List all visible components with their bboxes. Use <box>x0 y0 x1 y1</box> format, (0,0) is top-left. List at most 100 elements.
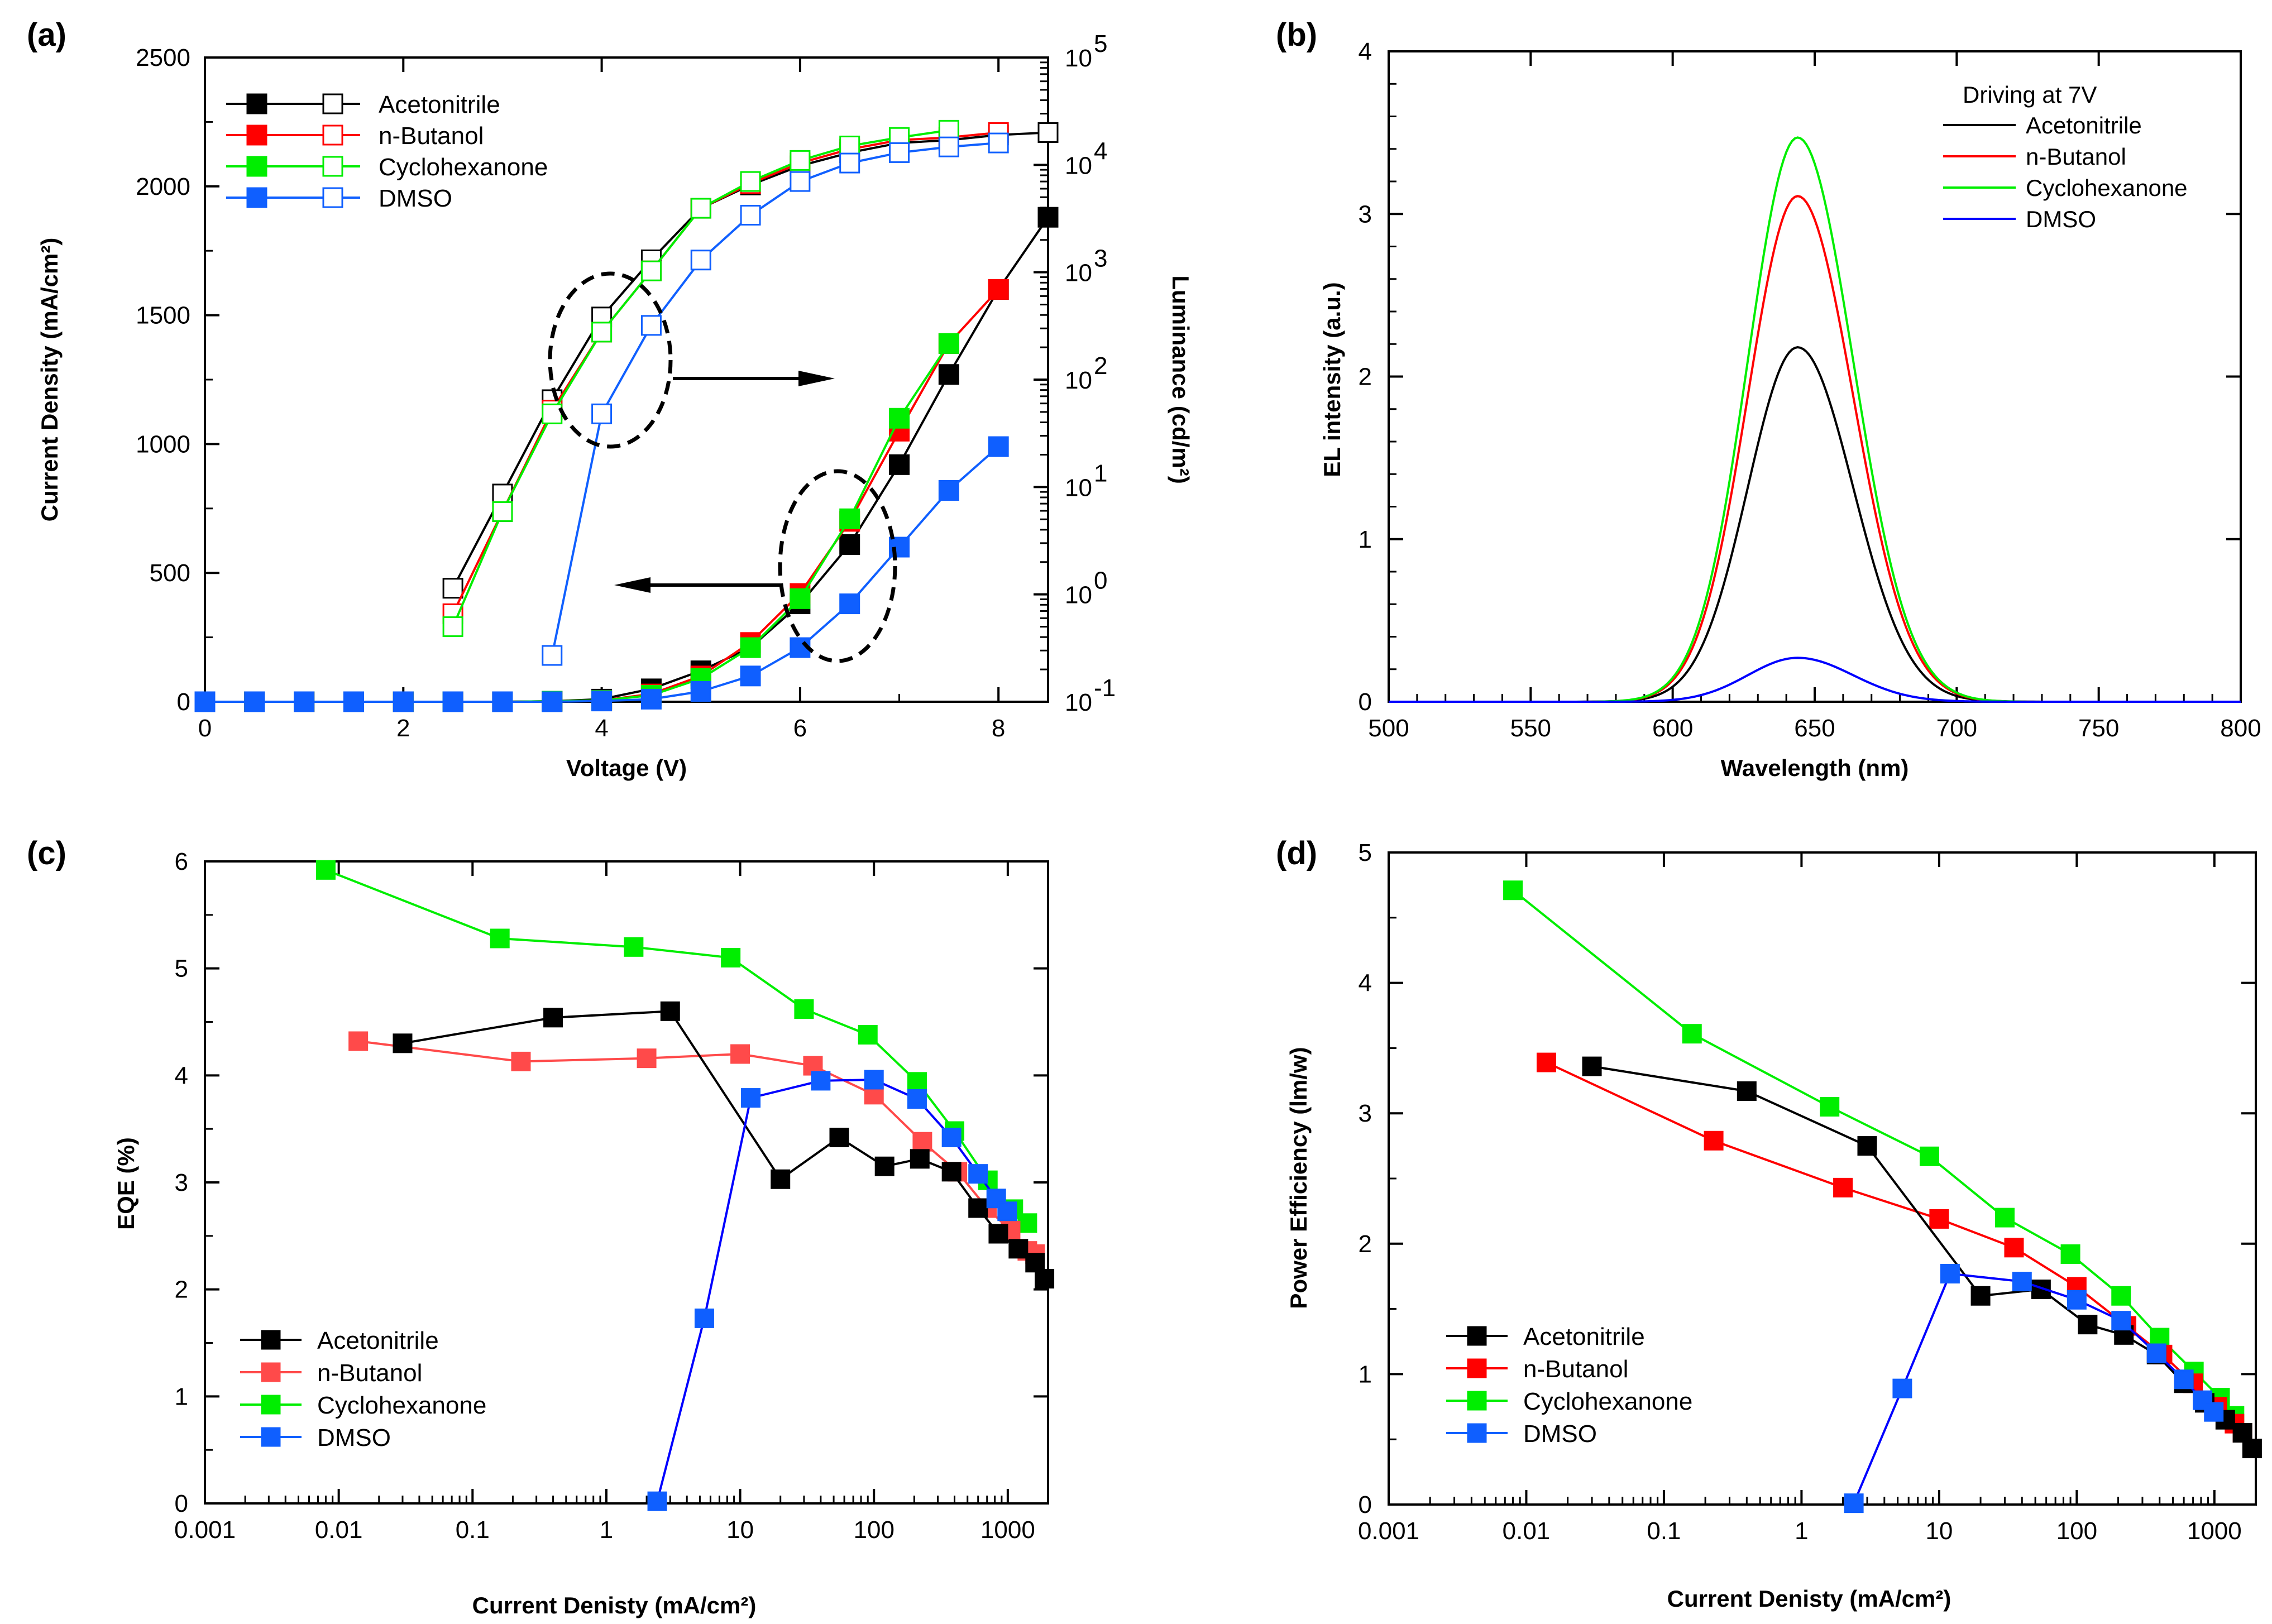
panel-a-cur-point-acetonitrile <box>1037 207 1059 228</box>
panel-c-legend-label-acetonitrile: Acetonitrile <box>317 1327 439 1354</box>
panel-a-cur-line-dmso <box>205 445 999 703</box>
panel-c-xtick-label: 0.01 <box>315 1516 363 1544</box>
panel-a-xtick-label: 8 <box>992 715 1005 742</box>
panel-b-spectrum-acetonitrile <box>1389 346 2241 703</box>
panel-c-point-cyclohexanone <box>907 1072 927 1092</box>
panel-a-cur-point-dmso <box>542 691 563 712</box>
panel-b-xtick-label: 650 <box>1794 715 1835 742</box>
panel-a-ytick-label: 1000 <box>136 430 190 458</box>
panel-a-rtick-exp: -1 <box>1094 674 1116 702</box>
panel-a-legend-open-dmso <box>322 187 343 208</box>
panel-a-lum-point-dmso <box>889 142 910 163</box>
panel-a-xtick-label: 4 <box>595 715 608 742</box>
panel-a-lum-line-n-butanol <box>452 131 999 615</box>
panel-c-xtick-label: 1 <box>600 1516 613 1544</box>
panel-c-xtick-label: 10 <box>726 1516 754 1544</box>
panel-a-legend-open-n-butanol <box>322 124 343 146</box>
panel-c-point-cyclohexanone <box>858 1025 878 1045</box>
panel-a-cur-point-dmso <box>690 681 711 702</box>
panel-a-rtick-label: 10 <box>1065 689 1092 716</box>
panel-c-point-dmso <box>694 1308 714 1328</box>
panel-c-point-dmso <box>811 1071 831 1091</box>
panel-b-spectrum-n-butanol <box>1389 195 2241 703</box>
panel-a-cur-point-acetonitrile <box>889 454 910 475</box>
panel-a-lum-point-acetonitrile <box>1037 122 1059 143</box>
panel-d-line-n-butanol <box>1546 1061 2244 1434</box>
panel-d-point-dmso <box>2174 1369 2194 1390</box>
panel-a-lum-point-dmso <box>640 315 662 336</box>
panel-d-xtick-label: 0.01 <box>1503 1517 1551 1545</box>
panel-c-ylabel: EQE (%) <box>113 1137 139 1230</box>
panel-d-xtick-label: 10 <box>1925 1517 1953 1545</box>
panel-a-lum-point-dmso <box>790 171 811 192</box>
panel-a-rtick-exp: 4 <box>1094 137 1107 165</box>
panel-b-xtick-label: 500 <box>1368 715 1409 742</box>
panel-a-cur-point-cyclohexanone <box>839 508 860 529</box>
panel-c-legend-label-dmso: DMSO <box>317 1424 391 1451</box>
panel-c-point-cyclohexanone <box>315 860 336 880</box>
panel-c-point-acetonitrile <box>1025 1253 1045 1273</box>
panel-d-ylabel: Power Efficiency (lm/w) <box>1285 1047 1312 1309</box>
panel-d-legend-marker-cyclohexanone <box>1467 1391 1487 1411</box>
panel-d-legend-label-dmso: DMSO <box>1523 1420 1597 1448</box>
panel-c-label: (c) <box>27 835 66 871</box>
panel-d-ytick-label: 2 <box>1359 1230 1372 1258</box>
panel-d-ytick-label: 1 <box>1359 1360 1372 1388</box>
panel-a-lum-point-cyclohexanone <box>790 150 811 171</box>
panel-d-point-acetonitrile <box>2031 1280 2051 1300</box>
panel-c-ytick-label: 5 <box>175 955 188 983</box>
panel-a-cur-point-n-butanol <box>988 279 1009 300</box>
panel-c-legend-label-cyclohexanone: Cyclohexanone <box>317 1392 486 1419</box>
panel-d-legend-label-n-butanol: n-Butanol <box>1523 1355 1628 1383</box>
panel-a-lum-point-cyclohexanone <box>839 135 860 156</box>
panel-d-point-dmso <box>2204 1402 2224 1422</box>
panel-d-ytick-label: 3 <box>1359 1100 1372 1127</box>
panel-d-point-dmso <box>1940 1264 1960 1284</box>
panel-a-cur-point-dmso <box>244 691 265 712</box>
panel-a-rtick-exp: 3 <box>1094 245 1107 272</box>
panel-c-xtick-label: 1000 <box>980 1516 1035 1544</box>
panel-a-cur-point-acetonitrile <box>839 534 860 555</box>
panel-a-lum-point-dmso <box>740 204 761 226</box>
panel-a-rtick-exp: 0 <box>1094 567 1107 595</box>
panel-d-line-dmso <box>1853 1272 2215 1504</box>
panel-c-line-cyclohexanone <box>325 869 1029 1224</box>
panel-c-point-acetonitrile <box>874 1156 895 1176</box>
panel-c-point-acetonitrile <box>393 1033 413 1053</box>
panel-c-ytick-label: 4 <box>175 1062 188 1089</box>
panel-a-ytick-label: 500 <box>150 559 190 587</box>
panel-d-point-acetonitrile <box>2242 1439 2262 1459</box>
panel-d-xtick-label: 0.001 <box>1358 1517 1419 1545</box>
panel-c-ytick-label: 3 <box>175 1169 188 1196</box>
panel-c-legend-marker-cyclohexanone <box>261 1395 281 1415</box>
panel-a-cur-point-cyclohexanone <box>938 333 959 354</box>
panel-a-legend-label-dmso: DMSO <box>379 185 452 212</box>
panel-a-lum-point-cyclohexanone <box>740 171 761 192</box>
panel-c-point-dmso <box>941 1128 962 1147</box>
panel-d-point-cyclohexanone <box>2111 1286 2131 1306</box>
panel-d-frame <box>1388 851 2257 1506</box>
panel-a-legend-filled-n-butanol <box>246 124 267 146</box>
panel-c-xtick-label: 0.1 <box>456 1516 490 1544</box>
panel-a-xtick-label: 6 <box>793 715 807 742</box>
panel-a-ellipse-current <box>778 469 897 663</box>
panel-c-point-cyclohexanone <box>624 937 644 957</box>
panel-c-point-acetonitrile <box>988 1224 1008 1244</box>
panel-b-xtick-label: 700 <box>1936 715 1977 742</box>
panel-a-cur-point-dmso <box>988 436 1009 457</box>
panel-d-legend-label-cyclohexanone: Cyclohexanone <box>1523 1388 1692 1415</box>
panel-c-point-dmso <box>647 1491 667 1511</box>
panel-d-legend-marker-dmso <box>1467 1423 1487 1443</box>
panel-b-legend-label-dmso: DMSO <box>2026 206 2096 232</box>
panel-a-cur-point-cyclohexanone <box>740 637 761 658</box>
panel-d-point-cyclohexanone <box>2060 1244 2080 1264</box>
panel-c-legend-label-n-butanol: n-Butanol <box>317 1359 422 1387</box>
panel-a-lum-point-cyclohexanone <box>591 322 613 343</box>
panel-a-rtick-label: 10 <box>1065 367 1092 394</box>
panel-b-xtick-label: 600 <box>1652 715 1693 742</box>
panel-a-cur-line-cyclohexanone <box>205 343 950 703</box>
panel-a-cur-point-dmso <box>938 480 959 501</box>
panel-d-point-cyclohexanone <box>1682 1024 1702 1044</box>
panel-c-point-cyclohexanone <box>794 999 814 1019</box>
